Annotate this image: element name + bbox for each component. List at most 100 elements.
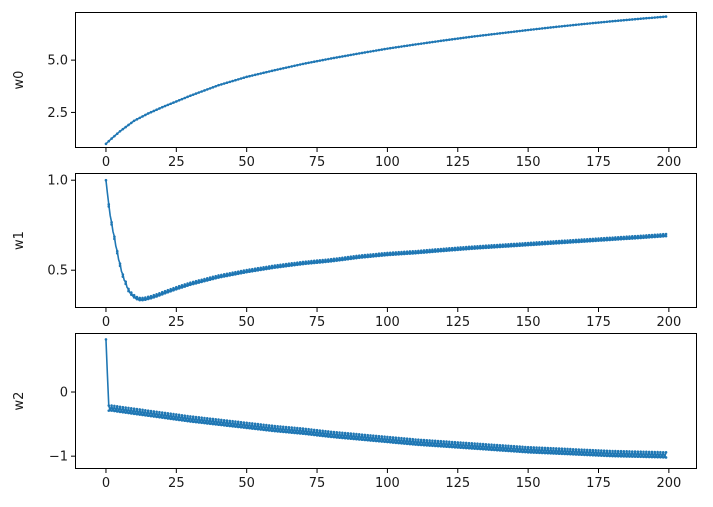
data-point [301,62,305,66]
data-point [152,415,156,418]
data-point [315,428,319,432]
data-point [259,268,263,272]
data-point [169,417,172,421]
data-point [177,287,181,290]
data-point [405,250,409,253]
data-point [276,424,279,428]
data-point [220,83,223,86]
data-point [152,293,156,297]
data-point [538,451,541,455]
data-point [208,276,212,279]
data-point [160,411,164,414]
data-point [583,240,586,243]
data-point [180,97,184,101]
data-point [329,430,333,434]
data-point [251,74,254,77]
data-point [540,242,544,246]
data-point [524,244,527,247]
data-point [307,61,310,65]
data-point [470,247,474,251]
data-point [521,244,524,247]
data-point [296,431,299,435]
axes-frame [75,333,697,469]
data-point [628,455,631,458]
y-axis-label: w1 [12,231,27,250]
data-point [245,268,248,272]
data-point [380,435,384,438]
data-point [372,49,375,53]
data-point [538,27,541,31]
data-point [642,455,645,459]
data-point [158,291,161,295]
data-point [630,235,634,238]
data-point [298,427,302,430]
data-point [422,443,426,447]
data-point [352,53,355,56]
data-point [552,240,555,243]
data-point [158,107,161,110]
data-point [419,249,423,252]
data-point [169,287,172,291]
data-point [242,271,246,275]
data-point [386,440,389,444]
data-point [256,269,260,272]
data-point [459,246,462,249]
data-point [251,427,254,430]
data-point [310,259,313,263]
data-point [290,264,294,267]
data-point [160,416,164,419]
data-point [543,26,547,30]
data-point [149,110,153,114]
data-point [664,15,668,18]
data-point [321,58,324,62]
data-point [560,452,564,456]
data-point [540,451,544,455]
data-point [540,240,544,244]
data-point [124,280,127,284]
data-point [324,260,327,264]
x-tick-label: 25 [168,155,185,170]
data-point [298,263,302,266]
data-point [228,271,232,275]
data-point [366,438,370,442]
data-point [248,74,251,78]
data-point [605,238,609,242]
data-point [397,436,400,440]
data-point [591,21,595,25]
axes-frame [75,173,697,308]
data-point [163,416,167,420]
data-point [141,413,144,417]
data-point [594,21,597,25]
data-point [405,437,409,441]
data-point [594,454,597,457]
data-point [473,245,476,248]
data-point [563,24,567,28]
data-point [397,441,400,445]
data-point [566,447,569,451]
y-tick-label: 0 [60,386,68,401]
data-point [507,245,510,248]
data-point [236,420,240,424]
data-point [270,264,274,268]
data-point [110,221,113,224]
data-point [186,284,189,287]
data-point [535,451,538,455]
data-point [217,423,220,427]
data-point [310,261,313,265]
data-point [591,239,595,243]
data-point [501,444,505,447]
data-point [484,443,488,446]
data-point [585,240,589,243]
x-tick-label: 100 [375,155,400,170]
data-point [338,431,341,434]
data-point [546,240,550,244]
data-point [225,272,229,276]
data-point [180,284,184,287]
data-point [281,430,285,434]
data-point [234,78,237,82]
data-point [228,80,232,84]
data-point [141,296,144,300]
data-point [152,109,156,113]
x-tick-label: 125 [445,315,470,330]
data-point [220,423,223,427]
